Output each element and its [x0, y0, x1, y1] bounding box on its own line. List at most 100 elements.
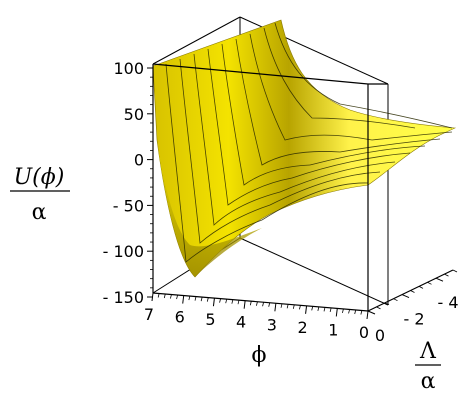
x-minor-tick — [329, 307, 332, 313]
x-minor-tick — [225, 299, 228, 304]
x-minor-tick — [354, 309, 357, 315]
y-tick-mark — [401, 294, 410, 299]
x-minor-tick — [342, 308, 344, 314]
z-tick-label: - 50 — [113, 196, 144, 215]
z-axis: 100 50 0 - 50 - 100 - 150 — [103, 59, 153, 307]
x-tick-label: 3 — [267, 315, 277, 334]
z-tick-label: 100 — [113, 59, 144, 78]
z-axis-label: U(ϕ) α — [10, 165, 70, 225]
x-minor-tick — [268, 302, 271, 307]
y-axis-label: Λ α — [415, 339, 441, 394]
x-tick-label: 2 — [297, 318, 307, 337]
mesh-line — [263, 27, 416, 129]
y-tick-label: - 2 — [403, 310, 424, 329]
z-axis-label-denominator: α — [32, 200, 47, 225]
z-tick-label: 0 — [134, 151, 144, 170]
x-minor-tick — [188, 295, 191, 301]
x-tick-label: 7 — [144, 305, 154, 324]
surface-fill — [152, 19, 457, 278]
bounding-box-front — [152, 63, 454, 312]
x-minor-tick — [280, 303, 283, 308]
mesh-line — [339, 138, 441, 153]
x-tick-label: 1 — [328, 320, 338, 339]
y-axis: - 4 - 2 0 — [367, 269, 459, 345]
z-axis-label-numerator: U(ϕ) — [14, 165, 65, 190]
x-tick-mark — [274, 303, 277, 312]
mesh-line — [261, 182, 369, 221]
x-minor-tick — [348, 309, 350, 314]
x-axis: 7 6 5 4 3 2 1 0 — [144, 292, 369, 342]
x-tick-mark — [182, 295, 185, 304]
y-minor-tick — [444, 273, 449, 277]
surface-mesh — [165, 22, 453, 263]
x-minor-tick — [292, 304, 295, 309]
z-tick-label: - 100 — [103, 242, 144, 261]
surface-trough — [157, 140, 262, 277]
mesh-line — [221, 43, 311, 186]
x-minor-tick — [323, 307, 326, 312]
box-edge — [152, 292, 369, 312]
y-minor-tick — [376, 306, 381, 310]
y-minor-tick — [427, 281, 432, 285]
x-minor-tick — [237, 300, 240, 305]
mesh-line — [309, 145, 426, 166]
x-minor-tick — [219, 298, 221, 303]
mesh-line — [291, 152, 411, 179]
mesh-line — [269, 171, 381, 206]
mesh-line — [371, 131, 453, 141]
y-tick-label: 0 — [375, 326, 385, 345]
x-minor-tick — [176, 294, 178, 300]
x-tick-label: 5 — [205, 310, 215, 329]
mesh-line — [274, 22, 453, 129]
x-tick-mark — [243, 300, 246, 309]
mesh-line — [279, 161, 396, 193]
y-axis-label-denominator: α — [421, 369, 436, 394]
x-tick-mark — [335, 308, 338, 317]
x-minor-tick — [206, 297, 209, 302]
x-minor-tick — [249, 301, 252, 306]
z-tick-label: - 150 — [103, 288, 144, 307]
x-tick-label: 4 — [236, 313, 246, 332]
mesh-line — [165, 63, 263, 263]
x-axis-label: ϕ — [252, 343, 267, 368]
x-minor-tick — [170, 294, 172, 299]
x-minor-tick — [231, 299, 234, 304]
x-minor-tick — [317, 306, 320, 311]
y-minor-tick — [452, 269, 458, 273]
x-tick-mark — [366, 310, 369, 320]
mesh-line — [235, 38, 341, 166]
x-minor-tick — [262, 302, 264, 307]
box-edge — [152, 63, 369, 85]
mesh-line — [207, 48, 293, 206]
y-tick-label: - 4 — [437, 293, 458, 312]
x-minor-tick — [311, 306, 314, 311]
x-minor-tick — [163, 293, 166, 299]
x-minor-tick — [286, 304, 289, 309]
x-minor-tick — [360, 310, 363, 315]
y-minor-tick — [384, 302, 390, 306]
mesh-line — [193, 53, 281, 226]
x-minor-tick — [194, 296, 197, 301]
x-minor-tick — [256, 301, 258, 306]
y-tick-mark — [367, 310, 376, 315]
x-minor-tick — [299, 305, 301, 310]
mesh-line — [179, 58, 271, 244]
y-minor-tick — [410, 290, 415, 293]
x-tick-mark — [305, 305, 308, 314]
y-minor-tick — [393, 298, 398, 302]
x-minor-tick — [157, 293, 160, 298]
x-minor-tick — [200, 297, 203, 302]
x-tick-label: 0 — [359, 323, 369, 342]
mesh-line — [249, 33, 373, 141]
x-tick-label: 6 — [175, 308, 185, 327]
z-tick-label: 50 — [124, 105, 144, 124]
x-tick-mark — [212, 298, 215, 307]
box-edge — [152, 16, 241, 65]
box-edge — [239, 237, 389, 306]
y-tick-mark — [435, 277, 444, 282]
x-tick-mark — [151, 292, 154, 302]
y-minor-tick — [418, 286, 424, 289]
potential-surface — [152, 19, 457, 278]
y-axis-label-numerator: Λ — [419, 339, 437, 364]
